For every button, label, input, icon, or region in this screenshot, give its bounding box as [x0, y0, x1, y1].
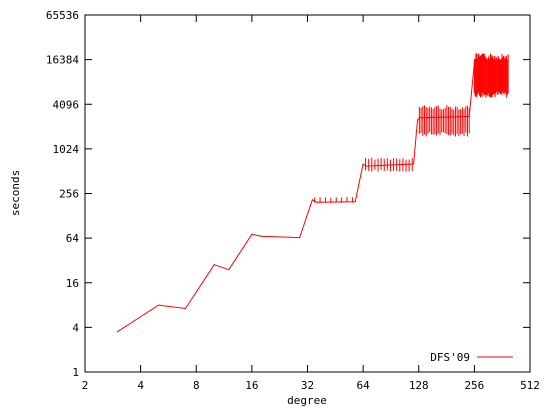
y-tick-label: 4: [72, 321, 79, 334]
series-line-dfs09: [117, 59, 507, 333]
y-axis-label: seconds: [9, 170, 22, 216]
series-point: [362, 163, 364, 165]
series-point: [478, 60, 480, 63]
series-point: [157, 304, 160, 306]
x-tick-label: 2: [82, 379, 89, 392]
y-tick-label: 1024: [53, 143, 80, 156]
x-tick-label: 64: [357, 379, 371, 392]
series-points: [116, 59, 507, 333]
x-tick-label: 128: [409, 379, 429, 392]
x-tick-label: 4: [137, 379, 144, 392]
y-tick-label: 256: [59, 188, 79, 201]
x-tick-labels: 2 4 8 16 32 64 128 256 512: [82, 379, 540, 392]
x-tick-label: 512: [520, 379, 540, 392]
x-tick-label: 16: [245, 379, 258, 392]
y-tick-label: 64: [66, 232, 80, 245]
series-point: [473, 61, 475, 64]
series-point: [260, 235, 262, 237]
series-point: [316, 201, 318, 203]
y-tick-label: 4096: [53, 98, 80, 111]
series-point: [505, 59, 507, 61]
x-tick-label: 8: [193, 379, 200, 392]
y-tick-label: 16: [66, 277, 79, 290]
legend-label: DFS'09: [430, 351, 470, 364]
series-point: [418, 117, 420, 119]
series-point: [416, 119, 419, 121]
y-tick-label: 1: [72, 366, 79, 379]
x-axis-label: degree: [287, 394, 327, 407]
series-point: [299, 237, 301, 239]
series-point: [228, 269, 230, 271]
series-point: [251, 233, 253, 235]
series-point: [311, 199, 313, 201]
x-tick-label: 256: [464, 379, 484, 392]
series-point: [184, 307, 187, 310]
series-point: [116, 331, 119, 333]
series-point: [412, 163, 415, 165]
y-tick-label: 65536: [46, 9, 79, 22]
series-point: [468, 115, 470, 118]
legend: DFS'09: [430, 351, 513, 364]
plot-frame: [84, 14, 531, 373]
error-bars: [314, 53, 509, 204]
series-point: [213, 264, 215, 266]
x-tick-label: 32: [301, 379, 314, 392]
axis-ticks: [84, 14, 531, 373]
series-point: [364, 165, 367, 167]
y-tick-label: 16384: [46, 54, 79, 67]
y-tick-labels: 1 4 16 64 256 1024 4096 16384 65536: [46, 9, 80, 379]
series-point: [354, 201, 356, 203]
